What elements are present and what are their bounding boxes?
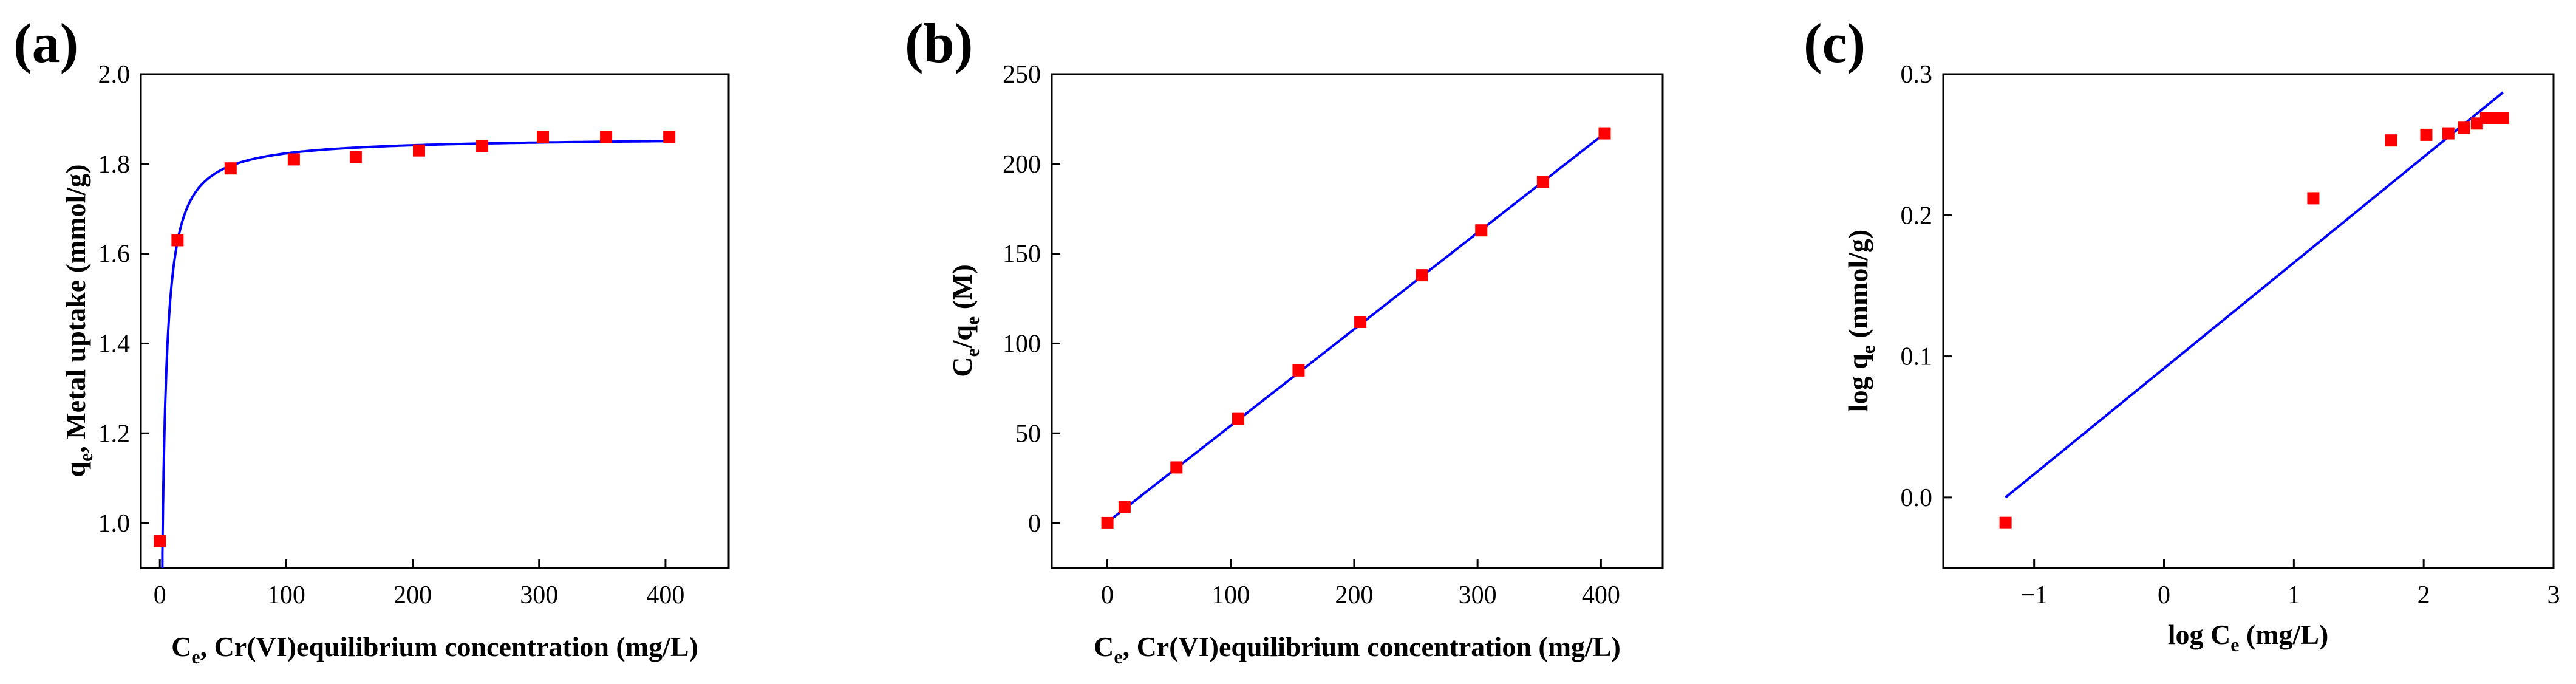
x-tick-label-c: 0 — [2158, 581, 2170, 609]
y-tick-label-a: 1.8 — [98, 151, 131, 179]
data-point — [1232, 412, 1244, 425]
data-points-b — [1101, 127, 1611, 529]
y-tick-label-a: 1.2 — [98, 420, 131, 448]
data-point — [1101, 516, 1114, 529]
x-tick-label-b: 300 — [1459, 581, 1497, 609]
y-tick-label-c: 0.2 — [1901, 202, 1933, 230]
panel-label-b: (b) — [905, 12, 973, 74]
data-point — [171, 234, 184, 247]
data-point — [1170, 461, 1183, 474]
x-tick-label-a: 0 — [154, 581, 166, 609]
x-axis-label-a: Ce, Cr(VI)equilibrium concentration (mg/… — [171, 631, 698, 668]
y-tick-label-b: 150 — [1003, 241, 1041, 268]
y-tick-label-b: 250 — [1003, 61, 1041, 89]
y-tick-label-c: 0.3 — [1901, 61, 1933, 89]
y-tick-label-b: 0 — [1028, 510, 1041, 538]
axes-box-a — [140, 73, 730, 569]
x-tick-label-a: 100 — [267, 581, 305, 609]
data-point — [2420, 128, 2433, 141]
y-tick-label-c: 0.1 — [1901, 343, 1933, 371]
fit-curve-a — [161, 140, 670, 568]
data-point — [412, 144, 425, 157]
x-tick-label-a: 200 — [394, 581, 432, 609]
x-tick-label-c: −1 — [2020, 581, 2048, 609]
fit-line — [2005, 91, 2504, 499]
chart-b: (b) 0 100 200 300 400 0 50 100 150 200 250 Ce, Cr(… — [905, 12, 1664, 668]
y-axis-label-b: Ce/qe (M) — [947, 264, 983, 377]
x-tick-label-c: 1 — [2288, 581, 2300, 609]
axes-box-c — [1942, 73, 2555, 569]
data-point — [600, 131, 613, 143]
data-point — [1536, 176, 1549, 188]
y-tick-label-b: 50 — [1015, 420, 1041, 448]
fit-line-c — [2005, 91, 2504, 499]
y-tick-label-a: 1.0 — [98, 510, 131, 538]
data-point — [1416, 269, 1428, 282]
y-tick-label-a: 2.0 — [98, 61, 131, 89]
x-tick-label-c: 2 — [2418, 581, 2430, 609]
x-tick-label-b: 200 — [1335, 581, 1373, 609]
x-tick-label-b: 100 — [1211, 581, 1250, 609]
data-point — [224, 162, 237, 175]
plot-frame-c — [1942, 73, 2555, 569]
data-point — [2385, 134, 2397, 147]
x-axis-label-b: Ce, Cr(VI)equilibrium concentration (mg/… — [1094, 631, 1621, 668]
data-point — [287, 153, 300, 166]
fit-curve — [161, 140, 670, 568]
ticks-a: 0 100 200 300 400 1.0 1.2 1.4 1.6 1.8 2.0 — [98, 61, 685, 609]
data-point — [1598, 127, 1611, 140]
x-tick-label-c: 3 — [2547, 581, 2560, 609]
y-tick-label-b: 200 — [1003, 151, 1041, 179]
data-point — [476, 140, 489, 152]
x-axis-label-c: log Ce (mg/L) — [2168, 619, 2329, 655]
data-point — [2496, 112, 2509, 125]
x-tick-label-a: 300 — [520, 581, 558, 609]
plot-frame-a — [140, 73, 730, 569]
panel-label-c: (c) — [1804, 12, 1866, 74]
panel-label-a: (a) — [13, 12, 78, 74]
ticks-b: 0 100 200 300 400 0 50 100 150 200 250 — [1003, 61, 1620, 609]
data-point — [1118, 501, 1131, 513]
data-points-a — [154, 131, 676, 547]
data-point — [2442, 127, 2455, 140]
data-point — [2458, 121, 2470, 134]
data-point — [663, 131, 676, 143]
axes-box-b — [1051, 73, 1664, 569]
data-point — [1475, 224, 1488, 237]
y-tick-label-a: 1.6 — [98, 241, 131, 268]
data-point — [536, 131, 549, 143]
y-axis-label-c: log qe (mmol/g) — [1842, 230, 1879, 412]
chart-a: (a) 0 100 200 300 400 1.0 1.2 1.4 1.6 1.8 2.0 Ce, … — [13, 12, 730, 668]
y-tick-label-b: 100 — [1003, 330, 1041, 358]
data-point — [349, 151, 362, 163]
y-tick-label-a: 1.4 — [98, 330, 131, 358]
data-point — [1354, 315, 1367, 328]
x-tick-label-b: 400 — [1582, 581, 1620, 609]
data-point — [154, 535, 166, 547]
y-axis-label-a: qe, Metal uptake (mmol/g) — [60, 164, 97, 477]
y-tick-label-c: 0.0 — [1901, 484, 1933, 512]
chart-c: (c) −1 0 1 2 3 0.0 0.1 0.2 0.3 log Ce (mg/L) log… — [1804, 12, 2560, 655]
x-tick-label-b: 0 — [1101, 581, 1114, 609]
data-point — [1999, 516, 2012, 529]
plot-frame-b — [1051, 73, 1664, 569]
data-point — [2307, 192, 2320, 205]
ticks-c: −1 0 1 2 3 0.0 0.1 0.2 0.3 — [1901, 61, 2560, 609]
x-tick-label-a: 400 — [646, 581, 684, 609]
data-points-c — [1999, 112, 2509, 529]
data-point — [1292, 364, 1305, 377]
